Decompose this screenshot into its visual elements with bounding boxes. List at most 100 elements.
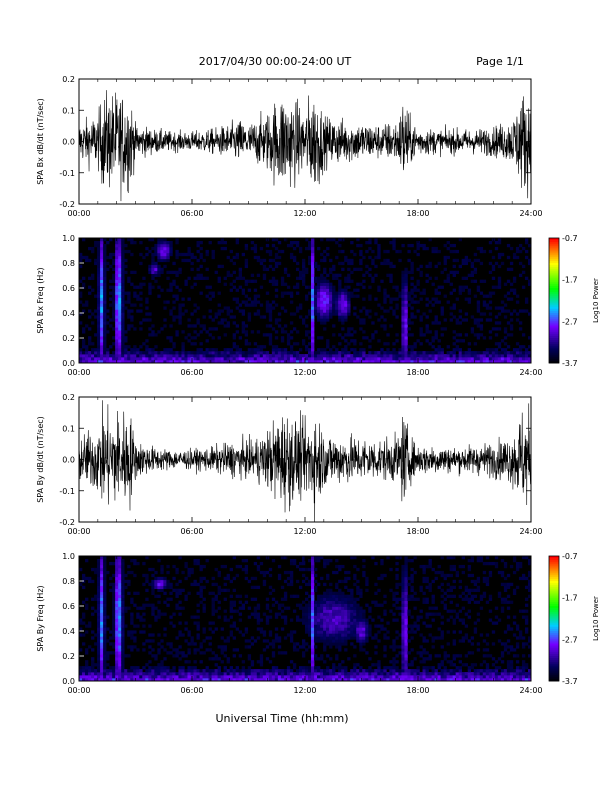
heatmap-cell (253, 561, 258, 566)
heatmap-cell (292, 327, 297, 331)
heatmap-cell (341, 618, 345, 622)
heatmap-cell (301, 276, 306, 280)
heatmap-cell (305, 238, 309, 242)
heatmap-cell (347, 621, 351, 625)
heatmap-cell (199, 342, 203, 346)
heatmap-cell (350, 609, 354, 613)
heatmap-cell (401, 324, 405, 328)
heatmap-cell (458, 285, 462, 289)
heatmap-cell (103, 285, 107, 289)
heatmap-cell (404, 591, 408, 595)
heatmap-cell (317, 618, 321, 622)
heatmap-cell (311, 675, 315, 679)
heatmap-cell (413, 300, 417, 304)
heatmap-cell (404, 267, 408, 272)
heatmap-cell (374, 591, 378, 595)
heatmap-cell (314, 630, 318, 634)
heatmap-cell (428, 624, 432, 628)
heatmap-cell (283, 360, 288, 364)
heatmap-cell (160, 567, 164, 572)
heatmap-cell (208, 291, 212, 295)
heatmap-cell (79, 321, 83, 325)
heatmap-cell (377, 669, 381, 673)
heatmap-cell (443, 597, 447, 601)
heatmap-cell (154, 618, 158, 622)
heatmap-cell (85, 258, 89, 263)
heatmap-cell (85, 255, 89, 260)
heatmap-cell (232, 576, 236, 581)
heatmap-cell (461, 357, 465, 361)
heatmap-cell (401, 606, 405, 610)
heatmap-cell (392, 603, 396, 607)
heatmap-cell (515, 342, 520, 346)
heatmap-cell (521, 360, 526, 364)
heatmap-cell (326, 588, 330, 593)
heatmap-cell (464, 333, 469, 337)
heatmap-cell (383, 354, 387, 358)
heatmap-cell (112, 609, 116, 613)
heatmap-cell (425, 612, 429, 616)
heatmap-cell (151, 267, 155, 272)
colorbar-segment (549, 313, 559, 316)
heatmap-cell (500, 339, 505, 343)
heatmap-cell (208, 327, 212, 331)
heatmap-cell (175, 330, 179, 334)
heatmap-cell (145, 345, 149, 349)
heatmap-cell (404, 351, 408, 355)
heatmap-cell (241, 291, 246, 295)
heatmap-cell (308, 582, 312, 587)
heatmap-cell (283, 615, 288, 619)
heatmap-cell (458, 339, 462, 343)
heatmap-cell (139, 285, 143, 289)
heatmap-cell (356, 618, 360, 622)
heatmap-cell (118, 238, 122, 242)
heatmap-cell (175, 238, 179, 242)
heatmap-cell (449, 600, 453, 604)
panel-1: 0.20.10.0-0.1-0.200:00 06:00 12:00 18:00 24:… (36, 75, 543, 218)
heatmap-cell (344, 678, 348, 682)
heatmap-cell (368, 297, 372, 301)
heatmap-cell (401, 666, 405, 670)
heatmap-cell (205, 669, 209, 673)
heatmap-cell (238, 669, 243, 673)
heatmap-cell (365, 651, 369, 655)
heatmap-cell (94, 663, 98, 667)
heatmap-cell (262, 612, 267, 616)
heatmap-cell (112, 636, 116, 640)
heatmap-cell (187, 666, 191, 670)
heatmap-cell (172, 675, 176, 679)
heatmap-cell (250, 576, 255, 581)
heatmap-cell (452, 354, 456, 358)
heatmap-cell (476, 309, 481, 313)
heatmap-cell (320, 348, 324, 352)
heatmap-cell (115, 675, 119, 679)
heatmap-cell (121, 576, 125, 581)
heatmap-cell (97, 639, 101, 643)
heatmap-cell (488, 357, 493, 361)
heatmap-cell (115, 612, 119, 616)
heatmap-cell (350, 339, 354, 343)
heatmap-cell (151, 585, 155, 590)
heatmap-cell (223, 645, 227, 649)
heatmap-cell (79, 621, 83, 625)
heatmap-cell (157, 240, 161, 245)
heatmap-cell (97, 636, 101, 640)
heatmap-cell (274, 330, 279, 334)
heatmap-cell (133, 351, 137, 355)
heatmap-cell (289, 633, 294, 637)
heatmap-cell (329, 238, 333, 242)
heatmap-cell (311, 564, 315, 569)
heatmap-cell (112, 573, 116, 578)
heatmap-cell (295, 261, 300, 266)
heatmap-cell (268, 249, 273, 254)
heatmap-cell (335, 360, 339, 364)
heatmap-cell (401, 294, 405, 298)
heatmap-cell (226, 660, 230, 664)
heatmap-cell (277, 240, 282, 245)
heatmap-cell (389, 306, 393, 310)
heatmap-cell (314, 279, 318, 283)
heatmap-cell (437, 300, 441, 304)
heatmap-cell (317, 657, 321, 661)
heatmap-cell (419, 297, 423, 301)
heatmap-cell (311, 252, 315, 257)
